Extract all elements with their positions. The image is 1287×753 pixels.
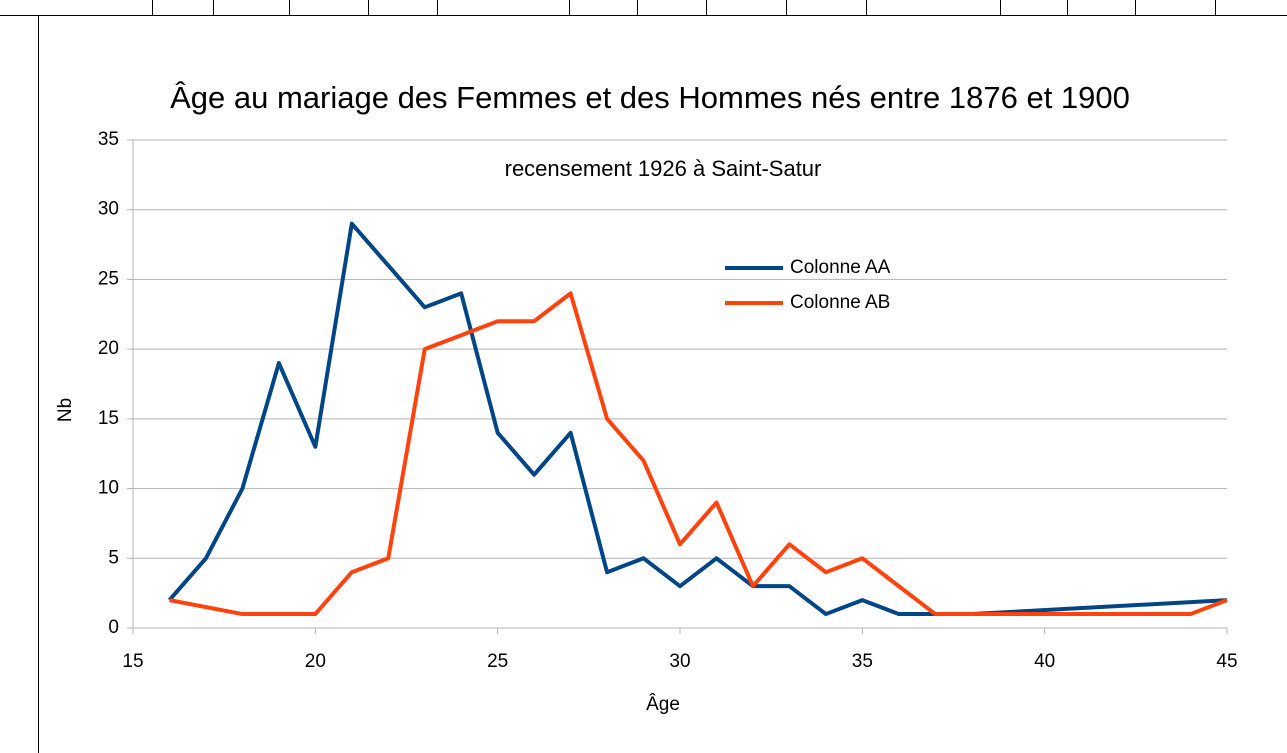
y-tick-label: 0: [108, 617, 119, 638]
y-tick-label: 35: [98, 129, 119, 150]
x-tick-label: 30: [669, 651, 690, 672]
y-tick-label: 15: [98, 408, 119, 429]
y-tick-label: 25: [98, 268, 119, 289]
x-tick-label: 20: [305, 651, 326, 672]
chart-title: Âge au mariage des Femmes et des Hommes …: [170, 80, 1130, 115]
y-tick-label: 20: [98, 338, 119, 359]
x-tick-label: 40: [1034, 651, 1055, 672]
y-tick-label: 5: [108, 547, 119, 568]
y-axis-label: Nb: [55, 398, 76, 422]
data-line: [167, 221, 1228, 617]
x-tick-label: 15: [122, 651, 143, 672]
x-tick-label: 45: [1216, 651, 1237, 672]
y-tick-label: 10: [98, 478, 119, 499]
x-axis-label: Âge: [646, 693, 680, 715]
y-tick-label: 30: [98, 199, 119, 220]
chart-subtitle: recensement 1926 à Saint-Satur: [505, 156, 822, 181]
legend-label: Colonne AB: [790, 292, 890, 313]
x-tick-label: 35: [852, 651, 873, 672]
x-tick-label: 25: [487, 651, 508, 672]
data-line: [169, 291, 1228, 617]
legend-label: Colonne AA: [790, 257, 891, 278]
